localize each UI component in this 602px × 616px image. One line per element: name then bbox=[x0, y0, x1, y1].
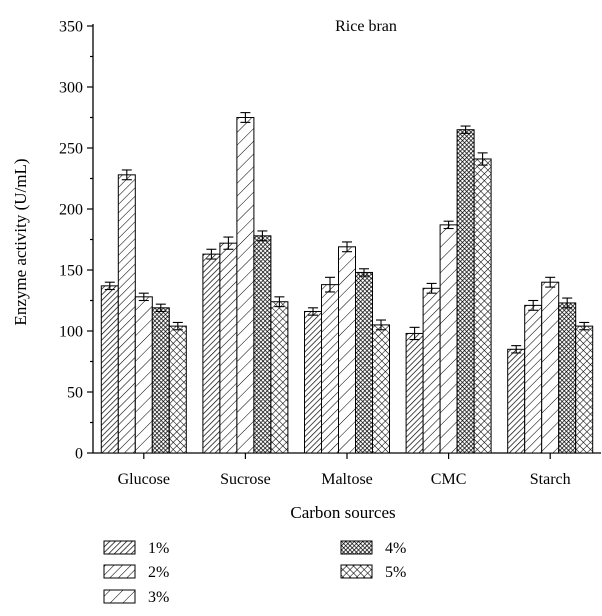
y-tick-label: 350 bbox=[59, 19, 83, 36]
legend-label: 2% bbox=[148, 564, 169, 581]
legend-swatch bbox=[103, 589, 136, 604]
bar bbox=[575, 325, 594, 454]
bar bbox=[355, 271, 373, 454]
bar bbox=[456, 129, 475, 454]
y-tick-label: 300 bbox=[59, 80, 83, 97]
bar bbox=[473, 158, 492, 454]
bar bbox=[219, 242, 238, 454]
legend-swatch bbox=[340, 564, 373, 579]
y-tick-label: 50 bbox=[67, 385, 83, 402]
bar bbox=[507, 348, 526, 454]
legend-label: 4% bbox=[385, 540, 406, 557]
y-tick-label: 100 bbox=[59, 324, 83, 341]
bar bbox=[202, 253, 221, 454]
plot-area: 0 50 100 150 200 250 300 350 Glucose Sucrose Malto… bbox=[59, 19, 601, 488]
bar bbox=[100, 285, 119, 454]
legend-swatch bbox=[103, 540, 136, 555]
x-tick-label: Sucrose bbox=[220, 471, 271, 488]
legend-label: 1% bbox=[148, 540, 169, 557]
bar bbox=[422, 287, 441, 454]
bar bbox=[558, 302, 577, 454]
x-axis-title: Carbon sources bbox=[290, 503, 395, 522]
bar bbox=[270, 301, 289, 454]
bar bbox=[321, 284, 339, 454]
bar bbox=[168, 325, 187, 454]
y-tick-label: 200 bbox=[59, 202, 83, 219]
bar bbox=[117, 174, 136, 454]
x-tick-label: CMC bbox=[431, 471, 467, 488]
y-tick-label: 0 bbox=[75, 446, 83, 463]
bar bbox=[405, 332, 424, 454]
bar bbox=[304, 310, 322, 454]
x-tick-label: Maltose bbox=[321, 471, 373, 488]
legend: 1% 2% 3% 4% 5% bbox=[103, 540, 406, 606]
bar bbox=[338, 246, 356, 454]
chart-title: Rice bran bbox=[335, 18, 397, 35]
bar bbox=[236, 117, 255, 454]
legend-label: 5% bbox=[385, 564, 406, 581]
bar bbox=[134, 296, 153, 454]
bar bbox=[439, 224, 458, 454]
y-tick-label: 150 bbox=[59, 263, 83, 280]
bar bbox=[151, 307, 170, 454]
bar bbox=[541, 281, 560, 454]
x-tick-label: Starch bbox=[530, 471, 571, 488]
bar bbox=[253, 235, 272, 454]
legend-swatch bbox=[340, 540, 373, 555]
legend-label: 3% bbox=[148, 589, 169, 606]
legend-swatch bbox=[103, 564, 136, 579]
x-tick-label: Glucose bbox=[118, 471, 170, 488]
y-tick-label: 250 bbox=[59, 141, 83, 158]
y-axis-title: Enzyme activity (U/mL) bbox=[11, 158, 30, 325]
bar bbox=[524, 304, 543, 454]
bar bbox=[372, 324, 390, 454]
